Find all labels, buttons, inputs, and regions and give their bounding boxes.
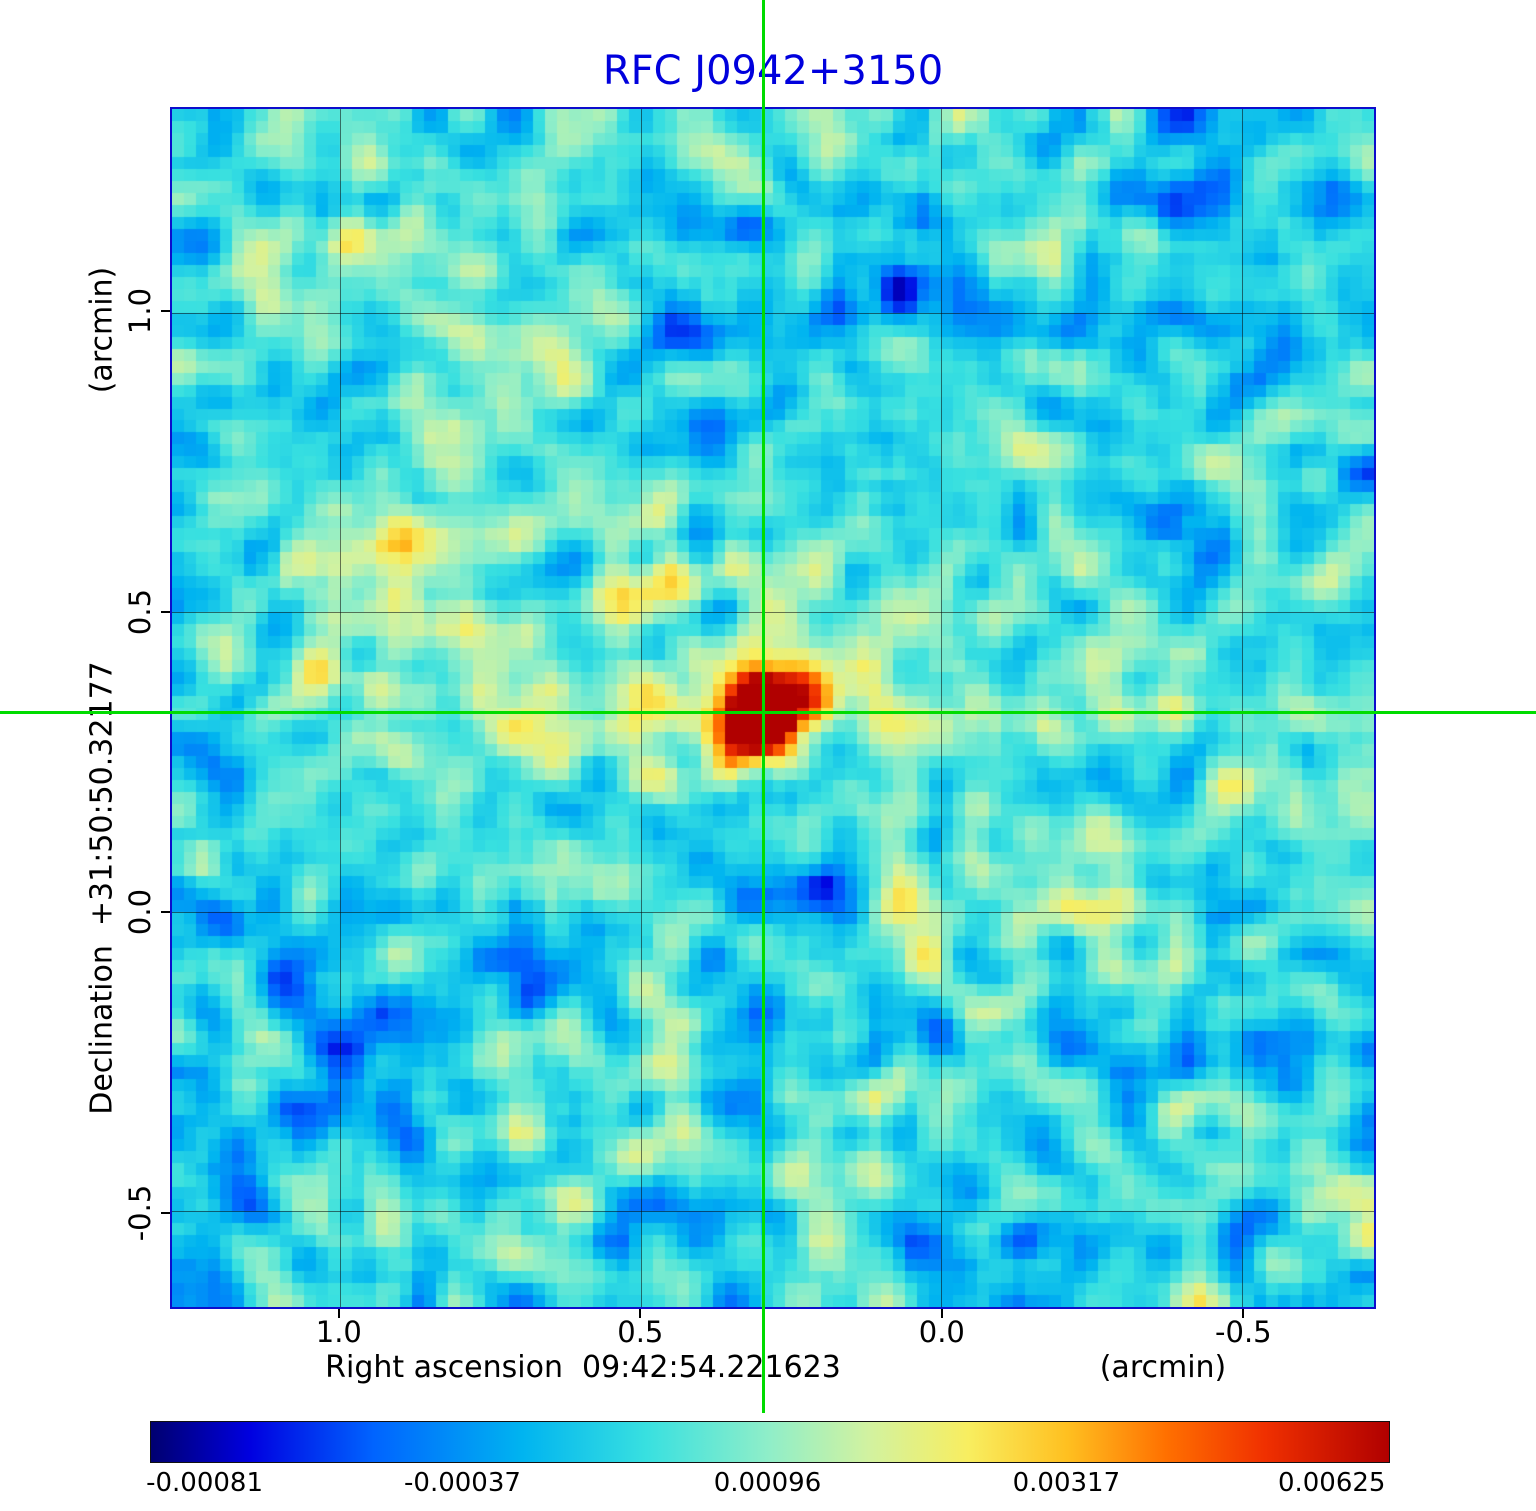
y-tick-mark — [161, 310, 170, 313]
x-tick-label: 0.5 — [617, 1315, 664, 1349]
y-tick-label: 0.0 — [123, 889, 157, 936]
x-axis-unit: (arcmin) — [1099, 1350, 1227, 1385]
plot-title: RFC J0942+3150 — [602, 48, 944, 94]
y-tick-label: -0.5 — [123, 1184, 157, 1242]
colorbar — [150, 1421, 1390, 1463]
x-tick-mark — [639, 1309, 642, 1318]
plot-area — [170, 107, 1376, 1309]
y-axis-unit: (arcmin) — [84, 266, 120, 394]
y-tick-label: 1.0 — [123, 288, 157, 335]
x-tick-mark — [940, 1309, 943, 1318]
x-tick-label: -0.5 — [1215, 1315, 1272, 1349]
y-tick-label: 0.5 — [123, 588, 157, 635]
y-tick-mark — [161, 610, 170, 613]
y-axis-label: Declination +31:50:50.32177 — [84, 661, 120, 1115]
colorbar-label: -0.00037 — [404, 1468, 521, 1498]
x-tick-label: 1.0 — [315, 1315, 362, 1349]
y-tick-mark — [161, 911, 170, 914]
colorbar-label: 0.00096 — [713, 1468, 822, 1498]
x-tick-mark — [337, 1309, 340, 1318]
x-tick-mark — [1242, 1309, 1245, 1318]
heatmap-canvas — [172, 109, 1374, 1307]
y-tick-mark — [161, 1211, 170, 1214]
crosshair-horizontal-line — [0, 710, 1536, 714]
x-axis-label: Right ascension 09:42:54.221623 — [325, 1350, 841, 1385]
colorbar-label: 0.00625 — [1277, 1468, 1386, 1498]
colorbar-label: 0.00317 — [1012, 1468, 1121, 1498]
x-tick-label: 0.0 — [918, 1315, 965, 1349]
crosshair-vertical-line — [762, 0, 766, 1413]
colorbar-label: -0.00081 — [146, 1468, 263, 1498]
